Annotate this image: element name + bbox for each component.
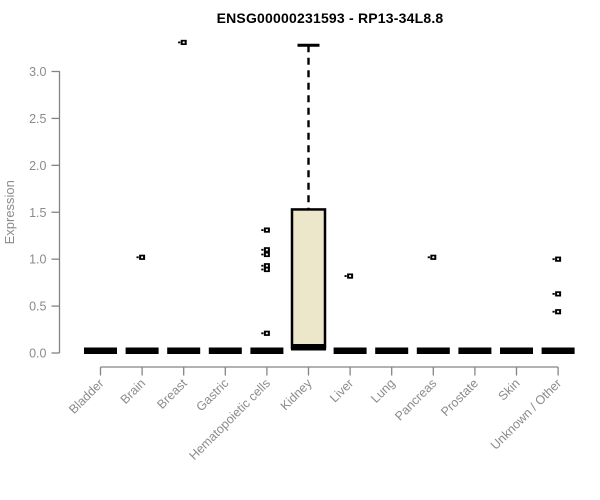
x-tick-label: Gastric (194, 376, 232, 414)
outlier-point-dash (178, 41, 181, 44)
median-bar (84, 347, 117, 354)
outlier-point-center (265, 332, 268, 335)
y-tick-label: 0.5 (29, 300, 46, 314)
outlier-point-dash (261, 248, 264, 251)
x-tick-label: Bladder (66, 376, 106, 416)
x-tick-label: Liver (327, 376, 356, 405)
median-bar (458, 347, 492, 354)
outlier-point-center (182, 41, 185, 44)
median-bar (250, 347, 284, 354)
outlier-point-center (265, 248, 268, 251)
outlier-point-center (557, 310, 560, 313)
outlier-point-dash (427, 256, 430, 259)
outlier-point-center (432, 256, 435, 259)
outlier-point-center (557, 292, 560, 295)
median-bar (333, 347, 367, 354)
median-bar (125, 347, 159, 354)
outlier-point-dash (552, 310, 555, 313)
x-tick-label: Kidney (278, 376, 315, 413)
y-tick-label: 2.0 (29, 159, 46, 173)
outlier-point-center (265, 268, 268, 271)
median-bar (167, 347, 201, 354)
y-tick-label: 1.5 (29, 206, 46, 220)
outlier-point-dash (261, 332, 264, 335)
median-bar (416, 347, 450, 354)
outlier-point-dash (261, 264, 264, 267)
outlier-point-center (265, 253, 268, 256)
y-tick-label: 3.0 (29, 65, 46, 79)
x-tick-label: Hematopoietic cells (186, 376, 273, 463)
outlier-point-dash (552, 258, 555, 261)
x-tick-label: Skin (496, 376, 523, 403)
outlier-point-center (557, 258, 560, 261)
outlier-point-dash (261, 253, 264, 256)
x-tick-label: Unknown / Other (488, 376, 564, 452)
y-tick-label: 0.0 (29, 347, 46, 361)
outlier-point-center (349, 275, 352, 277)
median-bar (208, 347, 242, 354)
x-tick-label: Breast (154, 376, 190, 412)
x-tick-label: Brain (118, 376, 149, 407)
y-tick-label: 2.5 (29, 112, 46, 126)
box-body (290, 208, 327, 350)
outlier-point-dash (552, 292, 555, 295)
outlier-point-dash (261, 229, 264, 231)
x-tick-label: Prostate (438, 376, 481, 419)
outlier-point-dash (344, 275, 347, 277)
x-tick-label: Lung (368, 376, 398, 406)
median-bar (541, 347, 575, 354)
outlier-point-center (265, 229, 268, 231)
y-tick-label: 1.0 (29, 253, 46, 267)
outlier-point-center (265, 264, 268, 267)
median-bar (500, 347, 533, 354)
median-bar (291, 344, 326, 351)
outlier-point-dash (136, 256, 139, 259)
y-axis-label: Expression (2, 180, 17, 244)
outlier-point-center (141, 256, 144, 259)
x-tick-label: Pancreas (392, 376, 439, 423)
outlier-point-dash (261, 268, 264, 271)
median-bar (375, 347, 409, 354)
chart-title: ENSG00000231593 - RP13-34L8.8 (216, 10, 444, 26)
